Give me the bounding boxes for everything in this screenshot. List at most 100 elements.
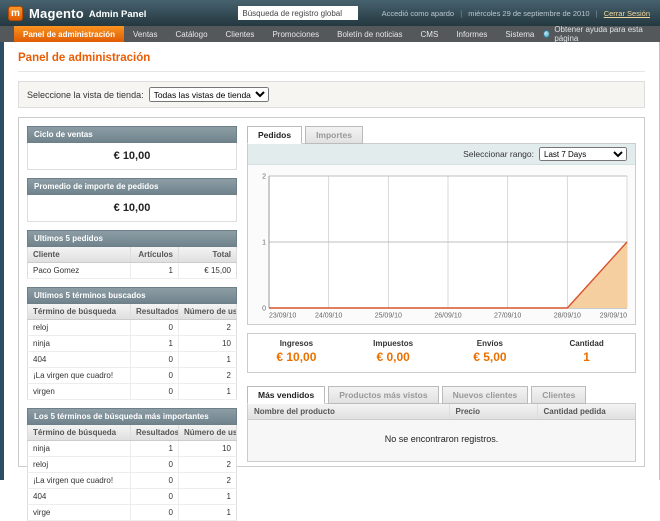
column-header: Término de búsqueda <box>28 425 131 441</box>
total-ingresos: Ingresos € 10,00 <box>248 339 345 366</box>
nav-item-catalogo[interactable]: Catálogo <box>167 26 217 42</box>
lifetime-sales-box: Ciclo de ventas € 10,00 <box>27 126 237 170</box>
table-cell: Paco Gomez <box>28 263 131 279</box>
top-search-terms-title: Los 5 términos de búsqueda más important… <box>27 408 237 425</box>
table-cell: 0 <box>131 352 179 368</box>
table-row: virge01 <box>28 505 237 521</box>
current-date: miércoles 29 de septiembre de 2010 <box>468 9 589 18</box>
top-header: m Magento Admin Panel Accedió como apard… <box>0 0 660 26</box>
products-tabs: Más vendidos Productos más vistos Nuevos… <box>247 386 636 403</box>
help-globe-icon <box>543 30 550 38</box>
products-table: Nombre del productoPrecioCantidad pedida… <box>248 404 635 461</box>
table-cell: virgen <box>28 384 131 400</box>
logout-link[interactable]: Cerrar Sesión <box>604 9 650 18</box>
total-cantidad-value: 1 <box>583 350 590 364</box>
dashboard-right-column: Pedidos Importes Seleccionar rango: Last… <box>247 126 636 458</box>
last-search-terms-title: Ultimos 5 términos buscados <box>27 287 237 304</box>
nav-item-promociones[interactable]: Promociones <box>263 26 328 42</box>
total-impuestos-label: Impuestos <box>345 339 442 348</box>
table-cell: ninja <box>28 441 131 457</box>
table-row: reloj02 <box>28 320 237 336</box>
average-orders-value: € 10,00 <box>27 195 237 222</box>
table-row: virgen01 <box>28 384 237 400</box>
global-search-input[interactable] <box>238 6 358 20</box>
nav-item-dashboard[interactable]: Panel de administración <box>14 26 124 42</box>
table-cell: 404 <box>28 489 131 505</box>
column-header: Total <box>179 247 237 263</box>
total-impuestos: Impuestos € 0,00 <box>345 339 442 366</box>
table-cell: 10 <box>179 441 237 457</box>
table-cell: 2 <box>179 457 237 473</box>
svg-text:25/09/10: 25/09/10 <box>375 313 402 320</box>
store-switcher-select[interactable]: Todas las vistas de tienda <box>149 87 269 102</box>
svg-text:29/09/10: 29/09/10 <box>600 313 627 320</box>
top-search-terms-box: Los 5 términos de búsqueda más important… <box>27 408 237 521</box>
table-row: ¡La virgen que cuadro!02 <box>28 368 237 384</box>
total-cantidad: Cantidad 1 <box>538 339 635 366</box>
tab-nuevos-clientes[interactable]: Nuevos clientes <box>442 386 529 404</box>
total-cantidad-label: Cantidad <box>538 339 635 348</box>
nav-item-clientes[interactable]: Clientes <box>217 26 264 42</box>
table-row: reloj02 <box>28 457 237 473</box>
content-area: Panel de administración Seleccione la vi… <box>0 42 660 480</box>
header-user-info: Accedió como apardo | miércoles 29 de se… <box>382 9 650 18</box>
table-cell: 1 <box>179 384 237 400</box>
tab-productos-mas-vistos[interactable]: Productos más vistos <box>328 386 438 404</box>
nav-item-sistema[interactable]: Sistema <box>496 26 543 42</box>
total-envios: Envíos € 5,00 <box>442 339 539 366</box>
table-cell: 0 <box>131 368 179 384</box>
tab-pedidos[interactable]: Pedidos <box>247 126 302 144</box>
orders-chart: 01223/09/1024/09/1025/09/1026/09/1027/09… <box>253 170 633 322</box>
svg-text:27/09/10: 27/09/10 <box>494 313 521 320</box>
column-header: Número de usos <box>179 425 237 441</box>
nav-item-informes[interactable]: Informes <box>447 26 496 42</box>
nav-item-boletin[interactable]: Boletín de noticias <box>328 26 411 42</box>
table-cell: 0 <box>131 457 179 473</box>
tab-importes[interactable]: Importes <box>305 126 363 144</box>
table-cell: 1 <box>179 489 237 505</box>
dashboard-left-column: Ciclo de ventas € 10,00 Promedio de impo… <box>27 126 237 458</box>
separator: | <box>460 9 462 18</box>
svg-text:0: 0 <box>262 306 266 313</box>
table-cell: 2 <box>179 368 237 384</box>
svg-text:2: 2 <box>262 174 266 181</box>
total-envios-label: Envíos <box>442 339 539 348</box>
table-row: Paco Gomez1€ 15,00 <box>28 263 237 279</box>
nav-item-cms[interactable]: CMS <box>412 26 448 42</box>
last-orders-box: Ultimos 5 pedidos ClienteArtículosTotalP… <box>27 230 237 279</box>
table-cell: virge <box>28 505 131 521</box>
column-header: Cliente <box>28 247 131 263</box>
table-cell: 2 <box>179 473 237 489</box>
table-row: ¡La virgen que cuadro!02 <box>28 473 237 489</box>
table-row: 40401 <box>28 489 237 505</box>
brand-name: Magento <box>29 6 84 21</box>
svg-text:1: 1 <box>262 240 266 247</box>
empty-records-message: No se encontraron registros. <box>248 420 635 462</box>
column-header: Número de usos <box>179 304 237 320</box>
average-orders-box: Promedio de importe de pedidos € 10,00 <box>27 178 237 222</box>
help-link[interactable]: Obtener ayuda para esta página <box>543 26 660 42</box>
column-header: Nombre del producto <box>248 404 449 420</box>
total-envios-value: € 5,00 <box>473 350 506 364</box>
column-header: Precio <box>449 404 537 420</box>
table-cell: ¡La virgen que cuadro! <box>28 473 131 489</box>
logged-in-as: Accedió como apardo <box>382 9 455 18</box>
dashboard-container: Ciclo de ventas € 10,00 Promedio de impo… <box>18 117 645 467</box>
table-cell: reloj <box>28 457 131 473</box>
brand-suffix: Admin Panel <box>89 7 147 20</box>
table-cell: 0 <box>131 320 179 336</box>
total-ingresos-label: Ingresos <box>248 339 345 348</box>
column-header: Cantidad pedida <box>537 404 635 420</box>
tab-clientes[interactable]: Clientes <box>531 386 586 404</box>
table-cell: 1 <box>131 263 179 279</box>
tab-mas-vendidos[interactable]: Más vendidos <box>247 386 325 404</box>
nav-item-ventas[interactable]: Ventas <box>124 26 166 42</box>
average-orders-title: Promedio de importe de pedidos <box>27 178 237 195</box>
table-cell: 1 <box>179 352 237 368</box>
column-header: Artículos <box>131 247 179 263</box>
range-selector-bar: Seleccionar rango: Last 7 Days <box>248 144 635 165</box>
top-search-terms-table: Término de búsquedaResultadosNúmero de u… <box>27 425 237 521</box>
svg-text:28/09/10: 28/09/10 <box>554 313 581 320</box>
table-cell: 1 <box>131 336 179 352</box>
range-selector-select[interactable]: Last 7 Days <box>539 147 627 161</box>
